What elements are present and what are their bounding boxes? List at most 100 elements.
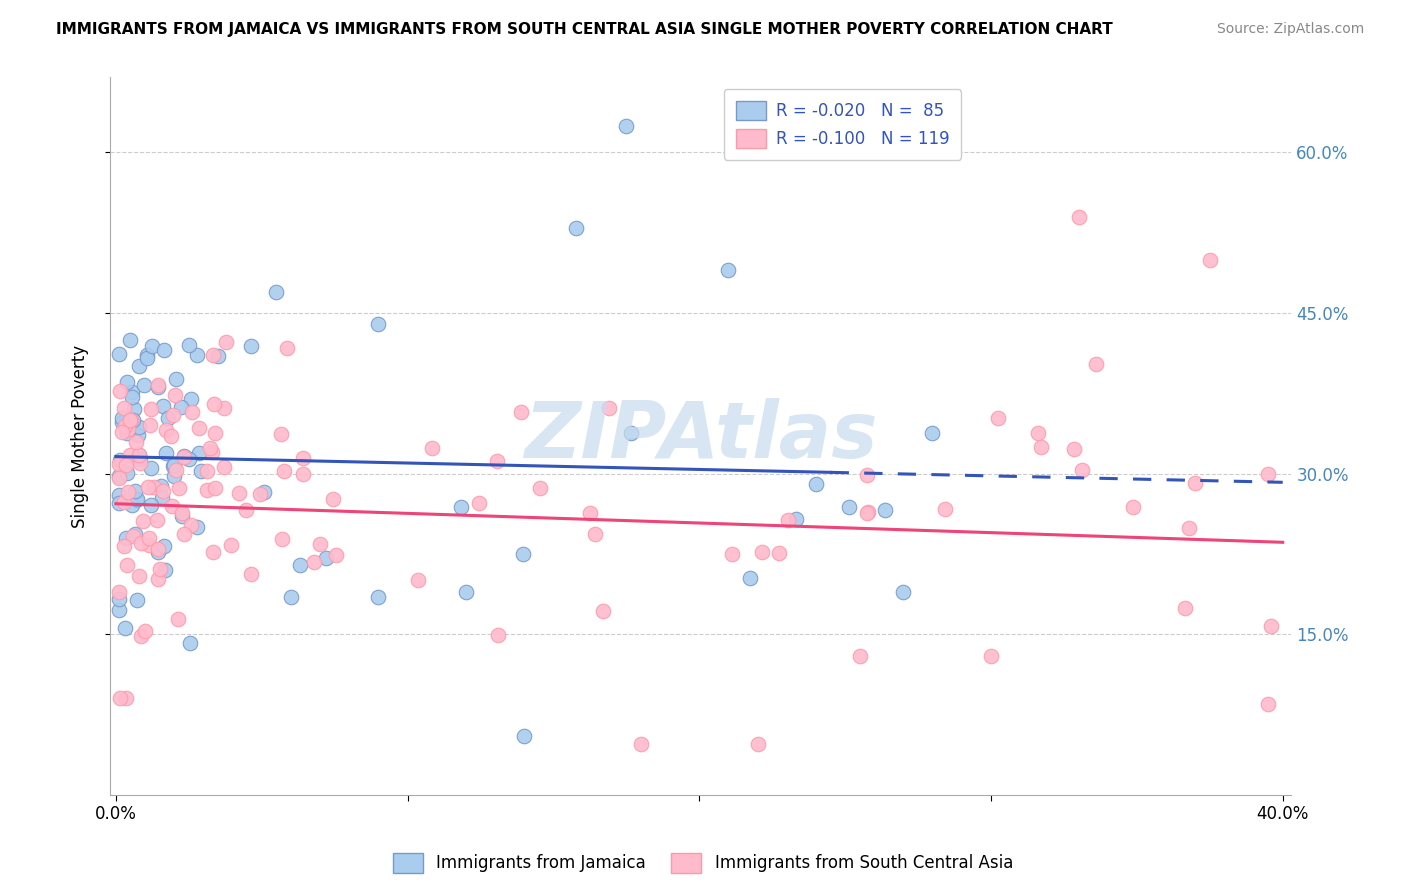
Point (1198, 252, 1220, 267)
Point (201, 545, 224, 559)
Point (153, 343, 176, 357)
Point (128, 448, 150, 462)
Y-axis label: Single Mother Poverty: Single Mother Poverty (72, 344, 89, 528)
Point (108, 584, 131, 599)
Point (1257, 697, 1279, 711)
Point (620, 426, 643, 441)
Legend: R = -0.020   N =  85, R = -0.100   N = 119: R = -0.020 N = 85, R = -0.100 N = 119 (724, 89, 962, 160)
Point (486, 628, 509, 642)
Point (239, 567, 262, 582)
Point (146, 572, 169, 586)
Point (197, 464, 219, 478)
Point (162, 499, 184, 513)
Point (115, 466, 138, 480)
Point (848, 648, 870, 663)
Point (747, 737, 769, 751)
Point (987, 411, 1010, 425)
Point (856, 506, 879, 520)
Point (165, 372, 187, 386)
Point (249, 487, 271, 501)
Point (148, 541, 170, 556)
Point (111, 416, 134, 430)
Point (934, 501, 956, 516)
Point (111, 425, 134, 439)
Point (420, 442, 443, 456)
Point (152, 400, 174, 414)
Point (108, 469, 131, 483)
Point (115, 531, 138, 545)
Point (271, 533, 294, 547)
Point (454, 584, 477, 599)
Point (201, 349, 224, 363)
Point (325, 548, 347, 562)
Point (146, 513, 169, 527)
Point (128, 359, 150, 373)
Point (186, 520, 208, 534)
Point (121, 390, 143, 404)
Point (117, 422, 139, 436)
Point (115, 376, 138, 390)
Point (114, 621, 136, 635)
Point (180, 392, 202, 406)
Point (292, 467, 315, 481)
Point (170, 400, 193, 414)
Text: IMMIGRANTS FROM JAMAICA VS IMMIGRANTS FROM SOUTH CENTRAL ASIA SINGLE MOTHER POVE: IMMIGRANTS FROM JAMAICA VS IMMIGRANTS FR… (56, 22, 1114, 37)
Point (980, 648, 1002, 663)
Point (804, 477, 827, 491)
Point (778, 513, 800, 527)
Point (768, 545, 790, 559)
Point (131, 629, 153, 643)
Point (485, 454, 508, 468)
Point (873, 503, 896, 517)
Point (273, 464, 295, 478)
Point (108, 592, 131, 607)
Point (127, 592, 149, 607)
Point (202, 397, 225, 411)
Point (565, 220, 588, 235)
Point (856, 467, 879, 482)
Point (181, 405, 204, 419)
Point (751, 545, 773, 559)
Point (367, 590, 389, 604)
Point (468, 496, 491, 510)
Point (302, 555, 325, 569)
Point (893, 584, 915, 599)
Point (583, 526, 606, 541)
Point (172, 508, 194, 523)
Point (165, 388, 187, 402)
Point (149, 562, 172, 576)
Point (165, 463, 187, 477)
Point (309, 536, 332, 550)
Point (513, 729, 536, 743)
Point (630, 737, 652, 751)
Point (110, 384, 132, 398)
Text: ZIPAtlas: ZIPAtlas (524, 398, 877, 475)
Point (838, 500, 860, 514)
Point (150, 478, 173, 492)
Point (152, 491, 174, 505)
Point (128, 420, 150, 434)
Point (215, 334, 238, 349)
Point (207, 349, 229, 363)
Point (115, 558, 138, 573)
Point (136, 480, 159, 494)
Point (152, 483, 174, 498)
Point (125, 434, 148, 449)
Point (1257, 467, 1279, 481)
Point (146, 545, 169, 559)
Point (204, 481, 226, 495)
Point (180, 518, 202, 533)
Point (167, 612, 190, 626)
Point (253, 484, 276, 499)
Point (188, 421, 211, 435)
Point (280, 590, 302, 604)
Point (153, 563, 176, 577)
Point (127, 427, 149, 442)
Point (512, 547, 534, 561)
Point (1026, 425, 1049, 440)
Point (138, 538, 160, 552)
Point (125, 492, 148, 507)
Point (1177, 520, 1199, 534)
Point (510, 405, 533, 419)
Point (139, 418, 162, 433)
